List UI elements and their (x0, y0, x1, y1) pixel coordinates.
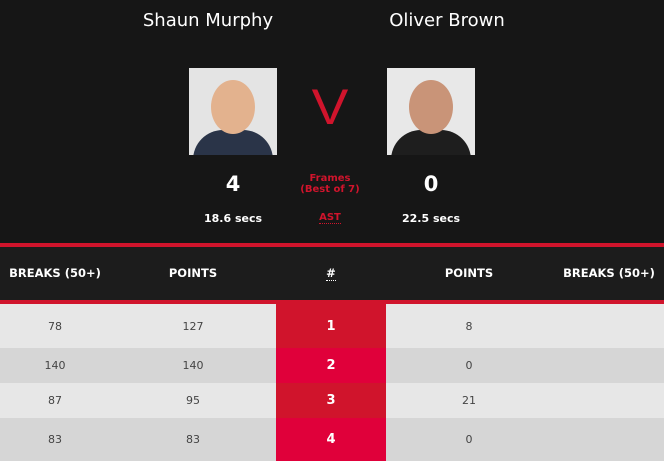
cell-points-left: 83 (186, 433, 200, 446)
cell-points-left: 95 (186, 394, 200, 407)
table-row: 83 83 4 0 (0, 418, 664, 461)
cell-frame-number: 1 (276, 304, 386, 348)
cell-frame-number: 2 (276, 348, 386, 383)
divider (0, 300, 664, 304)
cell-breaks-left: 83 (48, 433, 62, 446)
player1-photo (189, 68, 277, 155)
player2-name[interactable]: Oliver Brown (389, 10, 505, 31)
table-row: 78 127 1 8 (0, 304, 664, 348)
table-header: BREAKS (50+) POINTS # POINTS BREAKS (50+… (0, 247, 664, 300)
cell-points-right: 0 (465, 359, 473, 372)
header-points-left: POINTS (168, 266, 218, 280)
cell-points-left: 127 (182, 319, 204, 333)
cell-breaks-left: 78 (48, 319, 62, 333)
header-breaks-left: BREAKS (50+) (9, 266, 101, 280)
header-breaks-right: BREAKS (50+) (563, 266, 655, 280)
player2-photo (387, 68, 475, 155)
cell-breaks-right (554, 348, 664, 383)
player2-score: 0 (423, 172, 439, 196)
cell-frame-number: 4 (276, 418, 386, 461)
table-row: 87 95 3 21 (0, 383, 664, 418)
player1-score: 4 (225, 172, 241, 196)
table-row: 140 140 2 0 (0, 348, 664, 383)
cell-breaks-right (554, 304, 664, 348)
hash-text: # (326, 266, 336, 281)
cell-points-right: 0 (465, 433, 473, 446)
player2-ast: 22.5 secs (401, 212, 461, 225)
frames-title: Frames (309, 173, 351, 184)
header-frame-number: # (276, 266, 386, 281)
best-of: (Best of 7) (300, 184, 360, 195)
cell-breaks-right (554, 418, 664, 461)
player1-ast: 18.6 secs (203, 212, 263, 225)
ast-label[interactable]: AST (310, 212, 350, 224)
header-points-right: POINTS (444, 266, 494, 280)
cell-breaks-left: 140 (44, 359, 66, 372)
ast-text: AST (319, 212, 341, 224)
cell-breaks-left: 87 (48, 394, 62, 407)
cell-points-right: 21 (462, 394, 476, 407)
player1-name[interactable]: Shaun Murphy (142, 10, 274, 31)
cell-points-right: 8 (465, 319, 473, 333)
cell-frame-number: 3 (276, 383, 386, 418)
cell-points-left: 140 (182, 359, 204, 372)
divider (0, 243, 664, 247)
frames-label: Frames (Best of 7) (290, 173, 370, 195)
versus-label: V (311, 79, 349, 135)
cell-breaks-right (554, 383, 664, 418)
